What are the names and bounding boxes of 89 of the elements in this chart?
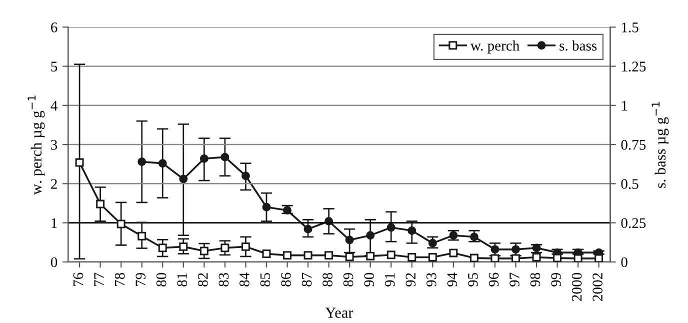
x-tick-label: 81 [177,273,188,286]
x-tick-label: 89 [343,272,354,286]
point [574,254,582,262]
x-tick-label: 87 [302,272,312,286]
x-tick-label: 82 [198,273,208,286]
y-tick-label: 0 [50,257,58,268]
x-tick-label: 99 [551,272,561,286]
x-tick-label: 88 [322,272,332,286]
x-tick-label: 90 [364,272,374,286]
point [490,254,500,262]
legend-label: s. bass [560,40,597,51]
point [428,253,437,262]
point [262,249,271,258]
x-tick-label: 79 [136,272,146,286]
y-tick-label: 3 [51,140,58,150]
y2-tick-label: 1.5 [622,22,638,32]
x-tick-label: 94 [447,272,458,286]
point [512,245,520,254]
x-tick-label: 97 [510,272,520,286]
point [138,232,146,240]
x-tick-label: 2002 [592,273,602,301]
x-tick-label: 85 [260,272,270,286]
x-tick-label: 76 [73,272,84,286]
x-tick-label: 2000 [572,272,582,301]
point [449,248,458,258]
point [96,200,105,208]
point [470,254,478,262]
point [262,202,271,212]
x-tick-label: 77 [94,272,104,286]
point [428,238,437,248]
point [283,206,292,215]
x-tick-label: 78 [114,272,125,286]
y2-tick-label: 1.25 [622,62,646,72]
point [179,174,188,184]
x-tick-label: 86 [281,272,291,286]
point [324,251,334,260]
y2-tick-label: 0.75 [621,140,646,150]
point [304,251,312,260]
y-tick-label: 2 [51,179,57,189]
point [366,252,375,260]
y-tick-label: 4 [50,100,58,110]
point [241,242,250,251]
y2-tick-label: 0.25 [621,218,646,228]
y-tick-label: 1 [52,218,57,228]
point [386,250,396,260]
point [512,254,520,262]
x-tick-label: 95 [468,272,478,286]
point [553,254,562,262]
x-tick-label: 83 [218,272,229,286]
point [283,251,292,260]
point [408,226,416,235]
x-tick-label: 98 [530,272,540,286]
point [220,152,230,162]
point [490,245,500,254]
point [304,224,312,234]
y2-tick-label: 1 [622,100,628,110]
y2-axis-title: s. bass µg g$^{−1}$ [652,102,669,188]
x-tick-label: 96 [488,272,499,286]
x-tick-label: 92 [406,273,416,286]
point [366,231,375,240]
point [345,252,354,262]
x-tick-label: 80 [156,272,166,286]
point [532,253,541,262]
x-tick-label: 91 [384,273,395,286]
point [594,254,604,262]
point [470,232,478,242]
point [75,158,84,167]
point [345,236,354,244]
point [200,154,208,163]
point [138,158,146,166]
point [220,244,230,252]
x-tick-label: 93 [426,272,436,286]
y-tick-label: 6 [51,22,58,32]
x-tick-label: 84 [240,272,250,286]
point [241,172,250,180]
x-axis-title: Year [325,308,354,318]
point [158,159,167,168]
y-axis-title: w. perch µg g$^{−1}$ [28,96,45,195]
point [200,246,208,256]
y2-tick-label: 0 [621,257,628,268]
point [532,244,541,252]
point [408,253,416,262]
point [158,244,167,252]
legend-label: w. perch [470,40,520,54]
point [179,242,188,251]
y2-tick-label: 0.5 [621,179,638,189]
point [386,223,396,232]
point [116,220,126,228]
y-tick-label: 5 [51,62,58,72]
